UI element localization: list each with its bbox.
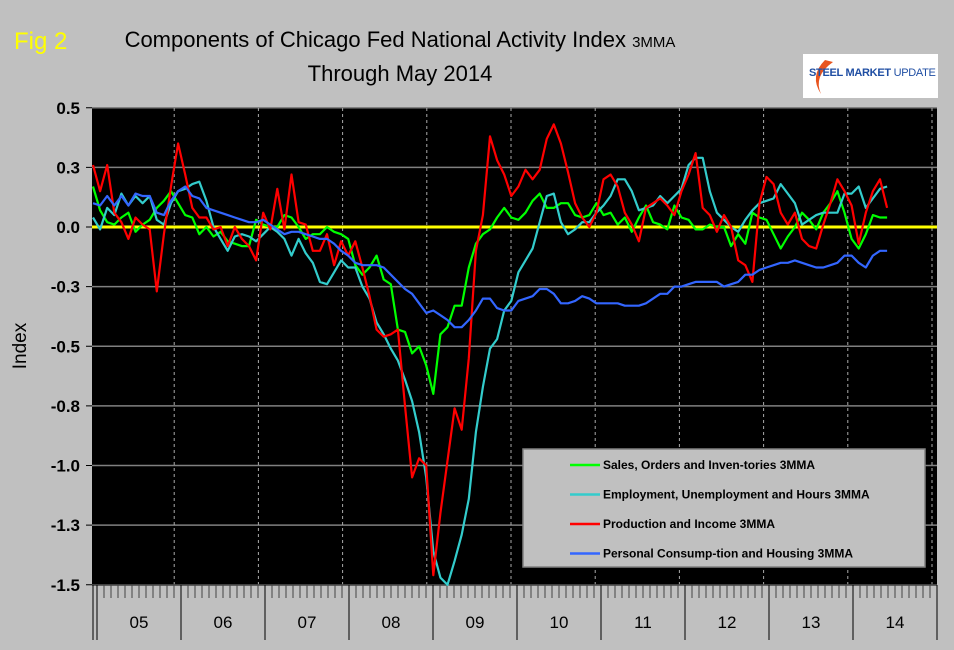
y-tick-label: -0.8 (51, 397, 80, 416)
x-tick-label: 09 (466, 613, 485, 632)
chart-title: Components of Chicago Fed National Activ… (100, 24, 700, 89)
y-tick-label: -1.3 (51, 516, 80, 535)
y-tick-label: 0.3 (56, 158, 80, 177)
steel-market-update-logo: STEEL MARKET UPDATE (803, 54, 938, 98)
legend-label: Personal Consump-tion and Housing 3MMA (603, 547, 853, 561)
y-tick-label: 0.5 (56, 99, 80, 118)
y-tick-label: 0.0 (56, 218, 80, 237)
y-tick-label: -0.3 (51, 278, 80, 297)
figure-label: Fig 2 (14, 28, 68, 55)
x-tick-label: 05 (130, 613, 149, 632)
x-tick-label: 06 (214, 613, 233, 632)
x-tick-label: 14 (886, 613, 905, 632)
x-tick-label: 11 (634, 613, 652, 632)
x-tick-label: 12 (718, 613, 737, 632)
y-tick-label: -1.5 (51, 576, 80, 595)
logo-word-2: MARKET (845, 67, 892, 79)
y-tick-label: -0.5 (51, 337, 80, 356)
legend-label: Employment, Unemployment and Hours 3MMA (603, 488, 870, 502)
logo-word-3: UPDATE (893, 67, 936, 79)
x-tick-label: 08 (382, 613, 401, 632)
logo-word-1: STEEL (809, 67, 843, 79)
y-axis-label: Index (10, 322, 31, 369)
y-tick-label: -1.0 (51, 457, 80, 476)
x-tick-label: 10 (550, 613, 569, 632)
series-line-4 (92, 185, 888, 329)
legend: Sales, Orders and Inven-tories 3MMA Emplo… (522, 448, 926, 568)
legend-box (522, 448, 926, 568)
series-line-2 (92, 156, 888, 586)
x-tick-label: 07 (298, 613, 317, 632)
legend-label: Production and Income 3MMA (603, 517, 775, 531)
x-tick-label: 13 (802, 613, 821, 632)
legend-label: Sales, Orders and Inven-tories 3MMA (603, 458, 815, 472)
chart-subtitle: Through May 2014 (307, 61, 493, 86)
logo-swoosh-icon (815, 60, 833, 94)
series-line-3 (91, 123, 889, 577)
title-text: Components of Chicago Fed National Activ… (124, 27, 626, 52)
title-suffix: 3MMA (632, 34, 676, 51)
